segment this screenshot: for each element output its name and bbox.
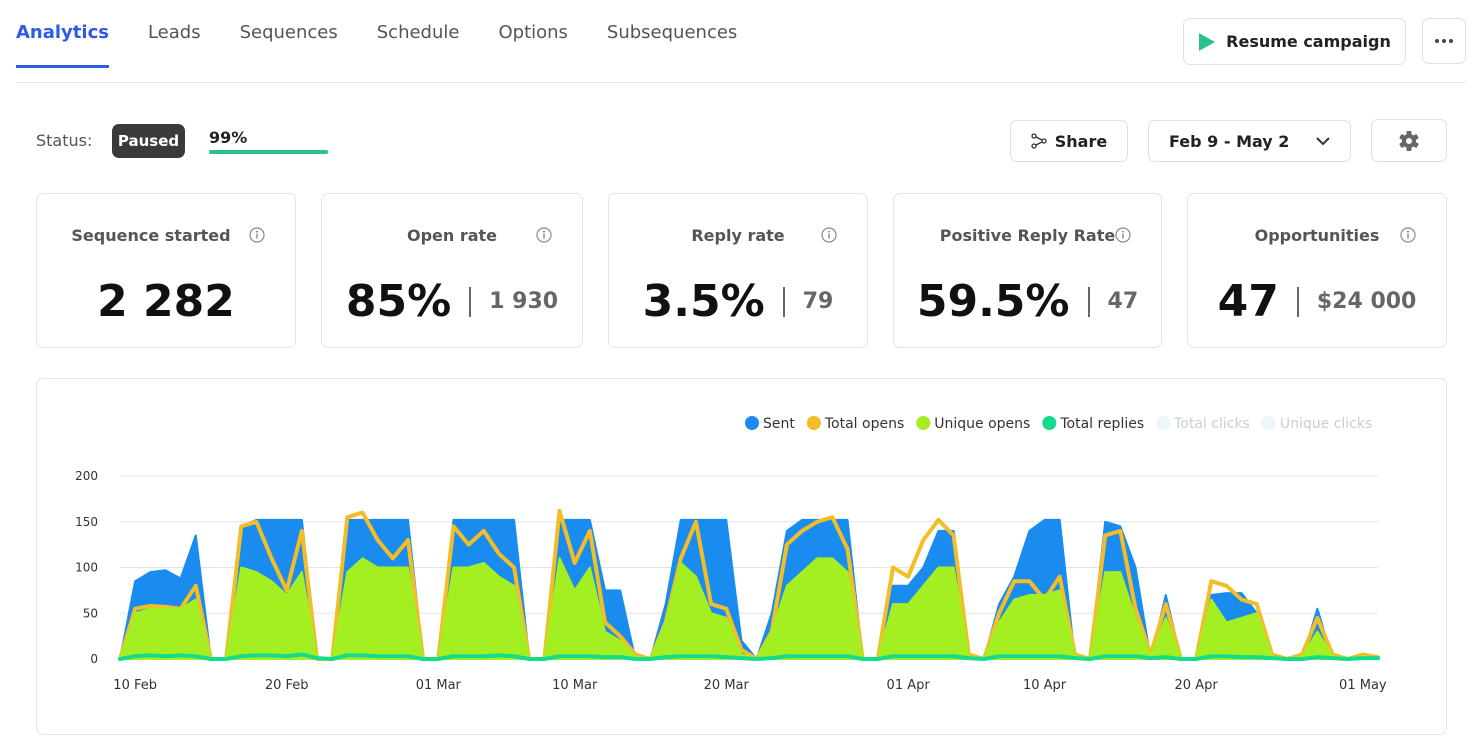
status-pill: Paused: [112, 124, 185, 158]
tab[interactable]: Subsequences: [606, 22, 738, 43]
legend-label: Total replies: [1059, 416, 1144, 432]
tab[interactable]: Schedule: [376, 22, 460, 43]
stat-card: Sequence started 2 282: [36, 193, 296, 348]
card-detail: 1 930: [489, 289, 559, 314]
card-value: 85%: [345, 276, 452, 327]
divider: [782, 286, 785, 317]
chevron-icon: [1316, 136, 1330, 145]
tab-bar: Analytics Leads Sequences Schedule Options Su…: [16, 22, 737, 68]
card-title: Positive Reply Rate: [939, 226, 1116, 245]
card-title: Open rate: [406, 226, 498, 245]
y-tick-label: 100: [75, 561, 98, 575]
series-line: [118, 652, 1380, 661]
legend-dot: [806, 416, 821, 430]
card-value: 47: [1217, 276, 1279, 327]
resume-button[interactable]: Resume campaign: [1183, 18, 1406, 65]
tab[interactable]: Analytics: [16, 22, 109, 68]
card-title: Sequence started: [71, 226, 231, 245]
x-tick-label: 20 Feb: [265, 678, 309, 693]
chart-card: [36, 378, 1447, 735]
card-value-row: 2 282: [37, 276, 295, 327]
info-icon: [1400, 227, 1416, 243]
date-picker[interactable]: Feb 9 - May 2: [1148, 120, 1351, 162]
tab[interactable]: Options: [498, 22, 568, 43]
x-tick-label: 10 Feb: [113, 678, 157, 693]
divider: [1087, 286, 1090, 317]
card-value: 2 282: [97, 276, 235, 327]
tab[interactable]: Leads: [147, 22, 201, 43]
y-tick-label: 200: [75, 469, 98, 483]
card-title: Reply rate: [691, 226, 785, 245]
card-title: Opportunities: [1254, 226, 1380, 245]
legend-label: Sent: [763, 416, 795, 432]
x-tick-label: 20 Mar: [704, 678, 750, 693]
legend-dot: [1156, 416, 1171, 430]
share-button[interactable]: Share: [1010, 120, 1128, 162]
legend-label: Unique opens: [934, 416, 1030, 432]
progress-label: 99%: [209, 128, 248, 147]
y-tick-label: 150: [75, 515, 98, 529]
separator: [16, 82, 1466, 83]
status-label: Status:: [36, 131, 93, 150]
settings-button[interactable]: [1371, 119, 1447, 162]
stat-card: Opportunities 47 $24 000: [1187, 193, 1447, 348]
play-icon: [1199, 32, 1216, 51]
card-value-row: 47 $24 000: [1188, 276, 1446, 327]
progress-track: [209, 150, 329, 154]
info-icon: [536, 227, 552, 243]
x-tick-label: 01 Apr: [887, 678, 931, 693]
legend-dot: [916, 416, 931, 430]
card-detail: 79: [802, 289, 834, 314]
share-label: Share: [1054, 131, 1108, 151]
info-icon: [249, 227, 265, 243]
divider: [1296, 286, 1299, 317]
share-icon: [1031, 133, 1047, 149]
stat-card: Positive Reply Rate 59.5% 47: [893, 193, 1162, 348]
legend-label: Total clicks: [1173, 416, 1250, 432]
dots-icon: [1435, 39, 1453, 43]
card-value-row: 3.5% 79: [609, 276, 867, 327]
card-detail: $24 000: [1316, 289, 1417, 314]
info-icon: [1115, 227, 1131, 243]
legend-dot: [745, 416, 759, 430]
more-button[interactable]: [1422, 18, 1466, 64]
card-value-row: 59.5% 47: [894, 276, 1161, 327]
x-tick-label: 10 Mar: [552, 678, 598, 693]
chart: 0 50 100 150 200 10 Feb 20 Feb 01 Mar 10 Mar 20 M…: [75, 416, 1387, 693]
x-tick-label: 20 Apr: [1175, 678, 1219, 693]
card-value: 59.5%: [916, 276, 1070, 327]
x-tick-label: 01 Mar: [416, 678, 462, 693]
divider: [469, 286, 472, 317]
y-tick-label: 50: [83, 606, 98, 620]
legend-label: Total opens: [824, 416, 904, 432]
stat-card: Open rate 85% 1 930: [321, 193, 583, 348]
legend-label: Unique clicks: [1280, 416, 1372, 432]
date-range: Feb 9 - May 2: [1169, 131, 1290, 151]
card-detail: 47: [1107, 289, 1139, 314]
y-tick-label: 0: [90, 652, 98, 666]
x-tick-label: 01 May: [1339, 678, 1387, 693]
legend-dot: [1042, 416, 1057, 430]
card-value: 3.5%: [642, 276, 765, 327]
card-value-row: 85% 1 930: [322, 276, 582, 327]
legend-dot: [1261, 416, 1276, 430]
gear-icon: [1399, 130, 1419, 151]
info-icon: [821, 227, 837, 243]
tab[interactable]: Sequences: [239, 22, 338, 43]
x-tick-label: 10 Apr: [1023, 678, 1067, 693]
resume-label: Resume campaign: [1226, 32, 1391, 51]
progress-fill: [209, 150, 328, 154]
stat-card: Reply rate 3.5% 79: [608, 193, 868, 348]
